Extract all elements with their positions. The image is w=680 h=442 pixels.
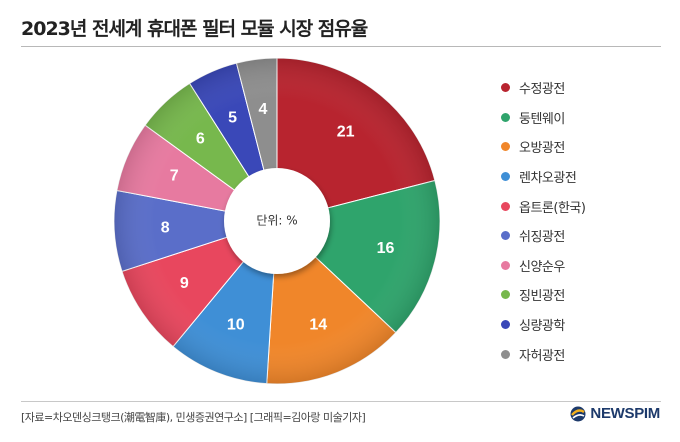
- legend-item: 싱량광학: [501, 310, 585, 340]
- legend-label: 오방광전: [519, 141, 565, 157]
- slice-value-label-6: 8: [161, 219, 170, 236]
- legend-swatch: [501, 142, 510, 152]
- legend-swatch: [501, 112, 510, 122]
- slice-value-label-7: 7: [170, 168, 179, 185]
- legend-swatch: [501, 290, 510, 300]
- source-caption: [자료=차오덴싱크탱크(潮電智庫), 민생증권연구소] [그래픽=김아랑 미술기…: [21, 411, 366, 424]
- slice-value-label-5: 9: [180, 275, 189, 292]
- legend-swatch: [501, 83, 510, 93]
- legend-swatch: [501, 172, 510, 182]
- slice-value-label-3: 14: [309, 316, 327, 333]
- legend-label: 렌차오광전: [519, 171, 577, 187]
- legend-item: 수정광전: [501, 73, 585, 103]
- legend-label: 징빈광전: [519, 289, 565, 305]
- globe-logo-icon: [570, 406, 586, 422]
- slice-value-label-1: 21: [337, 124, 355, 141]
- slice-labels: 21 16 14 10 9 8 7 6 5 4: [161, 101, 395, 333]
- legend-item: 오방광전: [501, 132, 585, 162]
- legend-item: 신양순우: [501, 251, 585, 281]
- legend-item: 징빈광전: [501, 280, 585, 310]
- legend-label: 신양순우: [519, 259, 565, 275]
- legend-item: 쉬징광전: [501, 221, 585, 251]
- legend-item: 옵트론(한국): [501, 191, 586, 221]
- legend-label: 둥텐웨이: [519, 111, 565, 127]
- legend-label: 싱량광학: [519, 319, 565, 335]
- legend-item: 자허광전: [501, 339, 585, 369]
- slice-value-label-8: 6: [196, 131, 205, 148]
- legend-item: 렌차오광전: [501, 162, 585, 192]
- brand-name: NEWSPIM: [590, 405, 660, 422]
- legend-swatch: [501, 320, 510, 330]
- legend-label: 쉬징광전: [519, 230, 565, 246]
- slice-value-label-4: 10: [227, 316, 245, 333]
- center-hole: [224, 168, 330, 274]
- legend-label: 자허광전: [519, 348, 565, 364]
- legend-label: 옵트론(한국): [519, 200, 586, 216]
- legend-swatch: [501, 231, 510, 241]
- legend-label: 수정광전: [519, 82, 565, 98]
- footer-divider: [21, 401, 661, 402]
- legend-item: 둥텐웨이: [501, 103, 585, 133]
- brand-logo: NEWSPIM: [570, 405, 660, 422]
- slice-value-label-2: 16: [377, 240, 395, 257]
- title-divider: [21, 46, 661, 47]
- center-unit-label: 단위: %: [256, 214, 297, 228]
- legend-swatch: [501, 201, 510, 211]
- legend-swatch: [501, 349, 510, 359]
- legend-swatch: [501, 260, 510, 270]
- slice-value-label-9: 5: [228, 109, 237, 126]
- page-title: 2023년 전세계 휴대폰 필터 모듈 시장 점유율: [21, 18, 368, 40]
- slice-value-label-10: 4: [259, 101, 268, 118]
